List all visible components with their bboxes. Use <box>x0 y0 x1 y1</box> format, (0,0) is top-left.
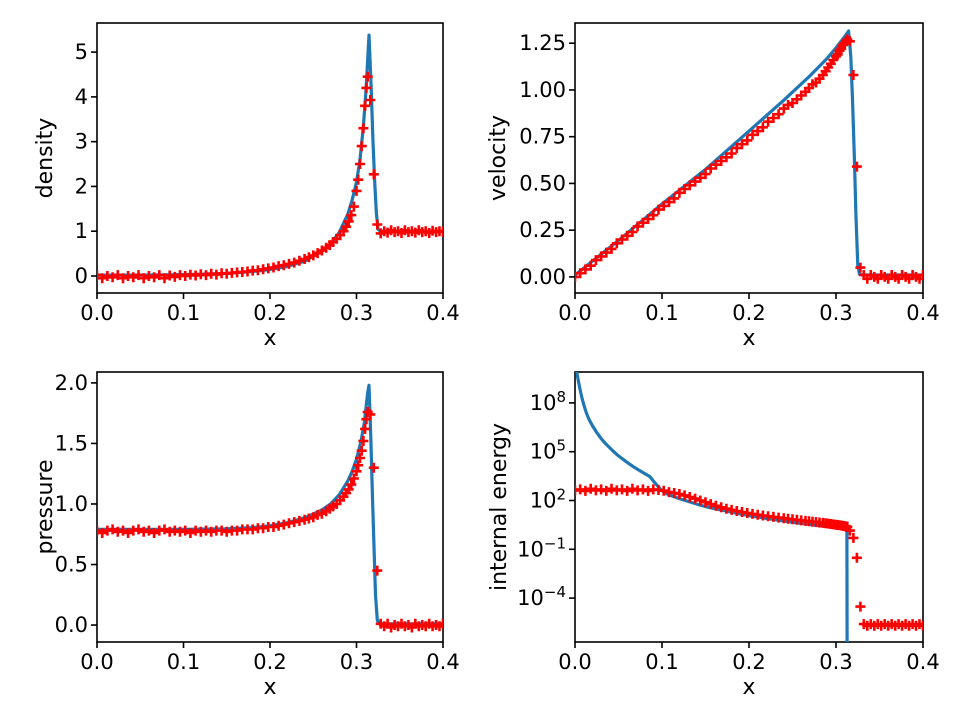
axes-frame <box>574 22 924 294</box>
pressure-chart: 0.0 0.1 0.2 0.3 0.4 0.0 0.5 1.0 1.5 2.0 x pressure <box>33 371 460 700</box>
x-tick-label: 0.0 <box>80 301 113 325</box>
y-tick-label: 0.0 <box>55 613 88 637</box>
x-axis-label: x <box>742 675 755 700</box>
y-tick-label: 4 <box>75 85 88 109</box>
x-tick-label: 0.3 <box>340 301 373 325</box>
y-tick-label: 1 <box>75 219 88 243</box>
x-tick-label: 0.2 <box>732 301 765 325</box>
particle-markers <box>575 34 923 284</box>
x-tick-label: 0.3 <box>340 650 373 674</box>
y-tick-label: 0.5 <box>55 553 88 577</box>
y-tick-label: 10−4 <box>517 583 566 610</box>
x-tick-label: 0.0 <box>558 650 591 674</box>
y-axis-label: velocity <box>486 115 511 201</box>
x-tick-label: 0.1 <box>645 301 678 325</box>
y-tick-label: 3 <box>75 130 88 154</box>
axes-frame <box>574 371 924 643</box>
x-tick-label: 0.1 <box>645 650 678 674</box>
y-tick-label: 0 <box>75 264 88 288</box>
y-tick-label: 0.50 <box>519 171 566 195</box>
velocity-chart: 0.0 0.1 0.2 0.3 0.4 0.00 0.25 0.50 0.75 1.00 1.25 x… <box>486 22 940 351</box>
axes-frame <box>96 371 444 643</box>
y-tick-label: 5 <box>75 40 88 64</box>
particle-markers <box>97 71 443 284</box>
y-tick-label: 0.00 <box>519 265 566 289</box>
y-tick-label: 10−1 <box>517 534 566 561</box>
x-tick-label: 0.0 <box>80 650 113 674</box>
pressure-panel: 0.0 0.1 0.2 0.3 0.4 0.0 0.5 1.0 1.5 2.0 x pressure <box>0 360 480 720</box>
x-tick-label: 0.2 <box>732 650 765 674</box>
x-tick-label: 0.4 <box>906 650 939 674</box>
internal-energy-panel: 0.0 0.1 0.2 0.3 0.4 108 105 102 10−1 10−4 x interna… <box>480 360 960 720</box>
x-axis-label: x <box>263 326 276 351</box>
y-tick-label: 1.00 <box>519 78 566 102</box>
velocity-panel: 0.0 0.1 0.2 0.3 0.4 0.00 0.25 0.50 0.75 1.00 1.25 x… <box>480 0 960 360</box>
x-tick-label: 0.4 <box>426 301 459 325</box>
y-axis-label: pressure <box>33 459 58 554</box>
x-tick-label: 0.2 <box>253 650 286 674</box>
analytic-line <box>97 383 443 626</box>
y-tick-label: 2.0 <box>55 371 88 395</box>
internal-energy-chart: 0.0 0.1 0.2 0.3 0.4 108 105 102 10−1 10−4 x interna… <box>487 371 940 700</box>
y-tick-label: 1.5 <box>55 431 88 455</box>
y-tick-label: 1.0 <box>55 492 88 516</box>
y-tick-label: 2 <box>75 174 88 198</box>
particle-markers <box>575 483 923 631</box>
x-tick-label: 0.3 <box>819 650 852 674</box>
x-tick-label: 0.0 <box>558 301 591 325</box>
y-axis-label: density <box>33 118 58 199</box>
density-chart: 0.0 0.1 0.2 0.3 0.4 0 1 2 3 4 5 x density <box>33 22 460 351</box>
x-tick-label: 0.4 <box>426 650 459 674</box>
y-tick-label: 105 <box>530 437 566 464</box>
x-tick-label: 0.1 <box>167 650 200 674</box>
y-tick-label: 0.75 <box>519 125 566 149</box>
analytic-line <box>97 33 443 277</box>
x-tick-label: 0.4 <box>906 301 939 325</box>
y-tick-label: 108 <box>530 388 566 415</box>
y-tick-label: 0.25 <box>519 218 566 242</box>
particle-markers <box>97 407 443 633</box>
y-tick-label: 102 <box>530 485 566 512</box>
axes-frame <box>96 22 444 294</box>
x-axis-label: x <box>263 675 276 700</box>
density-panel: 0.0 0.1 0.2 0.3 0.4 0 1 2 3 4 5 x density <box>0 0 480 360</box>
x-axis-label: x <box>742 326 755 351</box>
x-tick-label: 0.2 <box>253 301 286 325</box>
y-axis-label: internal energy <box>487 423 512 591</box>
x-tick-label: 0.1 <box>167 301 200 325</box>
y-tick-label: 1.25 <box>519 31 566 55</box>
x-tick-label: 0.3 <box>819 301 852 325</box>
